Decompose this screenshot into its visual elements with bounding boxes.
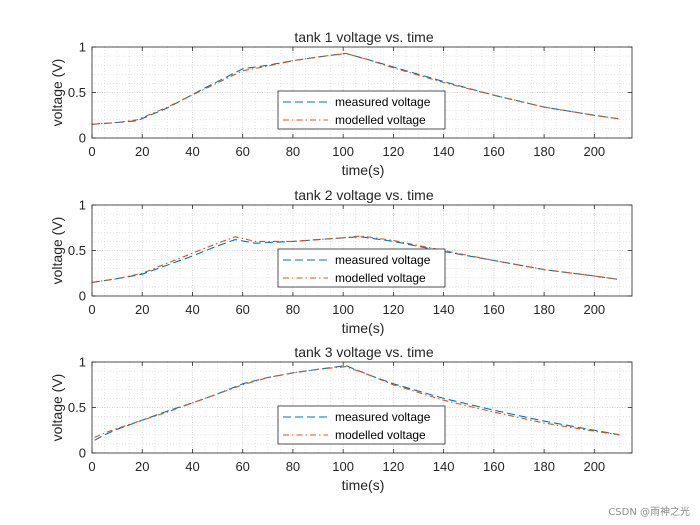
- legend-label-measured: measured voltage: [335, 253, 431, 267]
- y-tick-label: 1: [79, 355, 86, 370]
- y-tick-label: 0.5: [68, 243, 86, 258]
- legend-label-measured: measured voltage: [335, 95, 431, 109]
- x-tick-label: 140: [433, 302, 455, 317]
- x-tick-label: 180: [533, 302, 555, 317]
- series-line-modelled: [94, 366, 620, 439]
- legend-label-modelled: modelled voltage: [335, 271, 426, 285]
- chart-panel-1: 0 20 40 60 80 100 120 140 160 180 200 0 0.5 1 tank 1 v…: [49, 29, 633, 178]
- x-tick-label: 160: [483, 144, 505, 159]
- x-tick-label: 40: [185, 144, 199, 159]
- chart-title: tank 3 voltage vs. time: [294, 344, 434, 360]
- chart-title: tank 1 voltage vs. time: [294, 29, 434, 45]
- y-tick-label: 1: [79, 40, 86, 55]
- x-tick-label: 160: [483, 302, 505, 317]
- x-tick-label: 60: [235, 302, 249, 317]
- x-tick-label: 0: [88, 302, 95, 317]
- x-tick-label: 180: [533, 144, 555, 159]
- legend-box: [277, 90, 446, 130]
- y-tick-label: 1: [79, 198, 86, 213]
- chart-panel-3: 0 20 40 60 80 100 120 140 160 180 200 0 0.5 1 tank 3 v…: [49, 344, 633, 493]
- y-tick-label: 0: [79, 289, 86, 304]
- y-tick-label: 0: [79, 131, 86, 146]
- y-axis-label: voltage (V): [49, 374, 65, 442]
- legend-label-modelled: modelled voltage: [335, 428, 426, 442]
- x-tick-label: 200: [583, 302, 605, 317]
- legend: measured voltage modelled voltage: [277, 90, 446, 130]
- x-tick-label: 60: [235, 459, 249, 474]
- legend-label-modelled: modelled voltage: [335, 113, 426, 127]
- x-tick-label: 120: [383, 459, 405, 474]
- x-tick-label: 80: [286, 144, 300, 159]
- x-tick-label: 60: [235, 144, 249, 159]
- x-tick-label: 120: [383, 144, 405, 159]
- legend: measured voltage modelled voltage: [277, 405, 446, 445]
- x-tick-label: 40: [185, 459, 199, 474]
- x-tick-label: 200: [583, 459, 605, 474]
- y-axis-label: voltage (V): [49, 59, 65, 127]
- x-tick-label: 120: [383, 302, 405, 317]
- legend: measured voltage modelled voltage: [277, 248, 446, 288]
- legend-box: [277, 405, 446, 445]
- x-tick-label: 100: [332, 144, 354, 159]
- legend-label-measured: measured voltage: [335, 410, 431, 424]
- x-tick-label: 100: [332, 302, 354, 317]
- legend-box: [277, 248, 446, 288]
- x-tick-label: 20: [135, 302, 149, 317]
- x-tick-label: 0: [88, 144, 95, 159]
- x-tick-label: 180: [533, 459, 555, 474]
- chart-title: tank 2 voltage vs. time: [294, 187, 434, 203]
- x-tick-label: 160: [483, 459, 505, 474]
- x-axis-label: time(s): [342, 162, 385, 178]
- x-axis-label: time(s): [342, 477, 385, 493]
- x-axis-label: time(s): [342, 320, 385, 336]
- y-tick-label: 0.5: [68, 85, 86, 100]
- y-axis-label: voltage (V): [49, 217, 65, 285]
- watermark: CSDN @雨神之光: [608, 505, 690, 518]
- chart-panel-2: 0 20 40 60 80 100 120 140 160 180 200 0 0.5 1 tank 2 v…: [49, 187, 633, 336]
- series-line-modelled: [91, 235, 620, 283]
- series-line-modelled: [91, 52, 620, 125]
- x-tick-label: 200: [583, 144, 605, 159]
- y-tick-label: 0: [79, 446, 86, 461]
- x-tick-label: 0: [88, 459, 95, 474]
- series-line-measured: [91, 236, 620, 283]
- x-tick-label: 80: [286, 459, 300, 474]
- x-tick-label: 140: [433, 144, 455, 159]
- x-tick-label: 100: [332, 459, 354, 474]
- y-tick-label: 0.5: [68, 400, 86, 415]
- x-tick-label: 80: [286, 302, 300, 317]
- x-tick-label: 40: [185, 302, 199, 317]
- x-tick-label: 140: [433, 459, 455, 474]
- x-tick-label: 20: [135, 459, 149, 474]
- x-tick-label: 20: [135, 144, 149, 159]
